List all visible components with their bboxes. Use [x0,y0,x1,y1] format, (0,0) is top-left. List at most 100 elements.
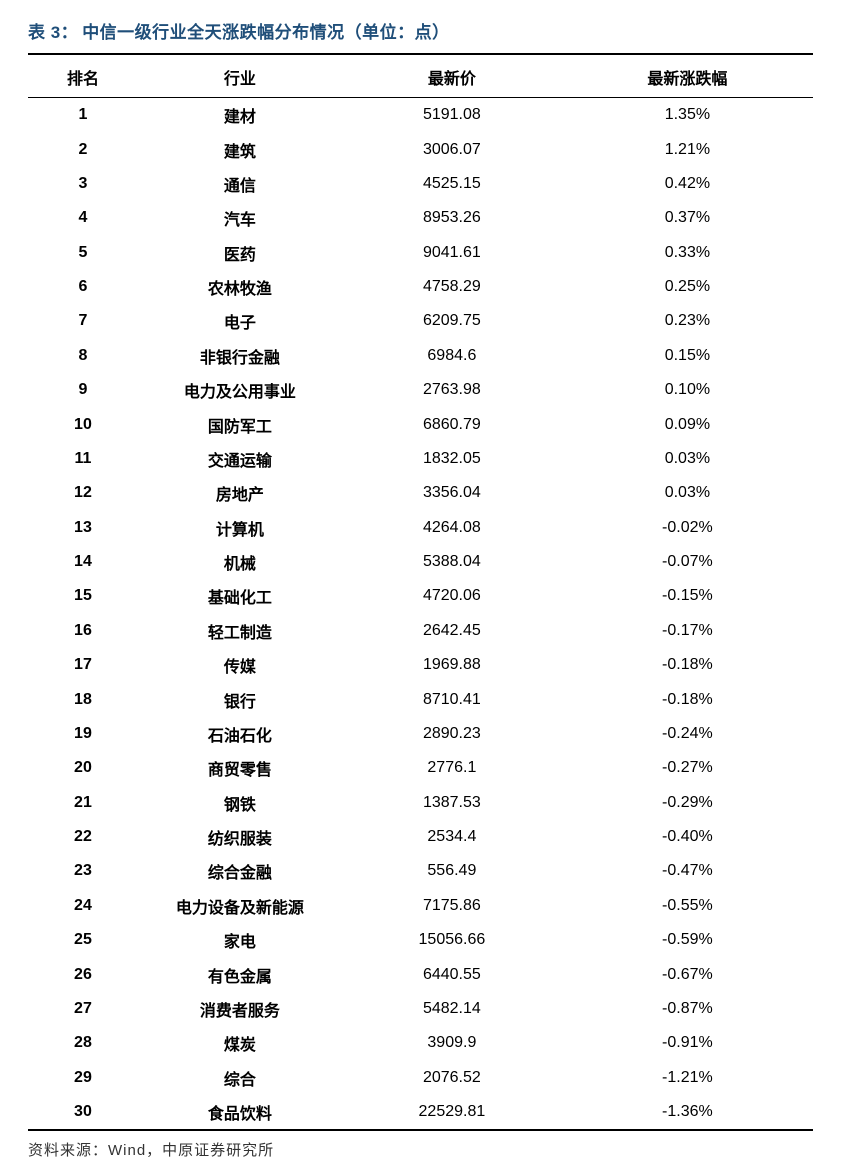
cell-industry: 电力及公用事业 [138,373,342,407]
cell-industry: 银行 [138,682,342,716]
cell-change: -0.18% [562,682,813,716]
cell-industry: 石油石化 [138,717,342,751]
cell-industry: 家电 [138,923,342,957]
cell-rank: 19 [28,717,138,751]
cell-price: 5191.08 [342,98,562,133]
cell-price: 6440.55 [342,957,562,991]
cell-rank: 15 [28,579,138,613]
cell-rank: 4 [28,201,138,235]
cell-price: 22529.81 [342,1095,562,1130]
table-row: 16轻工制造2642.45-0.17% [28,614,813,648]
cell-rank: 7 [28,304,138,338]
cell-industry: 轻工制造 [138,614,342,648]
cell-change: -1.21% [562,1061,813,1095]
cell-change: 0.25% [562,270,813,304]
table-row: 18银行8710.41-0.18% [28,682,813,716]
cell-change: 0.09% [562,407,813,441]
table-row: 5医药9041.610.33% [28,236,813,270]
cell-price: 2763.98 [342,373,562,407]
cell-price: 6984.6 [342,339,562,373]
cell-industry: 纺织服装 [138,820,342,854]
cell-change: -0.15% [562,579,813,613]
cell-price: 2642.45 [342,614,562,648]
cell-price: 4525.15 [342,167,562,201]
cell-industry: 煤炭 [138,1026,342,1060]
cell-change: -0.17% [562,614,813,648]
cell-change: -0.24% [562,717,813,751]
cell-change: -0.02% [562,511,813,545]
cell-change: 0.03% [562,442,813,476]
cell-price: 4758.29 [342,270,562,304]
cell-rank: 5 [28,236,138,270]
cell-industry: 医药 [138,236,342,270]
cell-price: 7175.86 [342,889,562,923]
cell-change: -0.29% [562,786,813,820]
cell-price: 1387.53 [342,786,562,820]
cell-industry: 钢铁 [138,786,342,820]
industry-table: 排名 行业 最新价 最新涨跌幅 1建材5191.081.35%2建筑3006.0… [28,53,813,1131]
cell-price: 4720.06 [342,579,562,613]
table-row: 25家电15056.66-0.59% [28,923,813,957]
cell-rank: 2 [28,132,138,166]
cell-change: -0.07% [562,545,813,579]
table-row: 13计算机4264.08-0.02% [28,511,813,545]
table-row: 24电力设备及新能源7175.86-0.55% [28,889,813,923]
cell-industry: 基础化工 [138,579,342,613]
cell-change: 0.03% [562,476,813,510]
col-header-price: 最新价 [342,54,562,98]
table-row: 1建材5191.081.35% [28,98,813,133]
cell-price: 2534.4 [342,820,562,854]
table-row: 9电力及公用事业2763.980.10% [28,373,813,407]
cell-change: -0.18% [562,648,813,682]
cell-rank: 11 [28,442,138,476]
cell-price: 2076.52 [342,1061,562,1095]
cell-change: -1.36% [562,1095,813,1130]
cell-rank: 8 [28,339,138,373]
cell-change: 1.35% [562,98,813,133]
cell-rank: 23 [28,854,138,888]
table-row: 29综合2076.52-1.21% [28,1061,813,1095]
table-row: 14机械5388.04-0.07% [28,545,813,579]
cell-rank: 9 [28,373,138,407]
cell-industry: 房地产 [138,476,342,510]
cell-price: 3909.9 [342,1026,562,1060]
cell-rank: 24 [28,889,138,923]
cell-price: 15056.66 [342,923,562,957]
table-row: 4汽车8953.260.37% [28,201,813,235]
cell-price: 5388.04 [342,545,562,579]
table-row: 27消费者服务5482.14-0.87% [28,992,813,1026]
table-row: 23综合金融556.49-0.47% [28,854,813,888]
title-prefix: 表 3： [28,18,78,43]
table-row: 8非银行金融6984.60.15% [28,339,813,373]
table-row: 17传媒1969.88-0.18% [28,648,813,682]
cell-price: 6860.79 [342,407,562,441]
cell-change: 0.42% [562,167,813,201]
cell-industry: 有色金属 [138,957,342,991]
cell-rank: 29 [28,1061,138,1095]
cell-rank: 13 [28,511,138,545]
cell-change: -0.47% [562,854,813,888]
cell-change: 1.21% [562,132,813,166]
cell-rank: 6 [28,270,138,304]
table-title: 表 3： 中信一级行业全天涨跌幅分布情况（单位：点） [28,18,813,43]
cell-rank: 21 [28,786,138,820]
cell-change: -0.40% [562,820,813,854]
table-row: 21钢铁1387.53-0.29% [28,786,813,820]
table-row: 22纺织服装2534.4-0.40% [28,820,813,854]
cell-change: 0.15% [562,339,813,373]
table-row: 15基础化工4720.06-0.15% [28,579,813,613]
cell-price: 2890.23 [342,717,562,751]
cell-industry: 食品饮料 [138,1095,342,1130]
cell-rank: 12 [28,476,138,510]
cell-rank: 30 [28,1095,138,1130]
cell-industry: 综合 [138,1061,342,1095]
cell-industry: 传媒 [138,648,342,682]
cell-rank: 16 [28,614,138,648]
cell-price: 9041.61 [342,236,562,270]
cell-price: 4264.08 [342,511,562,545]
cell-change: -0.91% [562,1026,813,1060]
source-line: 资料来源：Wind，中原证券研究所 [28,1139,813,1160]
cell-price: 8710.41 [342,682,562,716]
col-header-rank: 排名 [28,54,138,98]
col-header-industry: 行业 [138,54,342,98]
